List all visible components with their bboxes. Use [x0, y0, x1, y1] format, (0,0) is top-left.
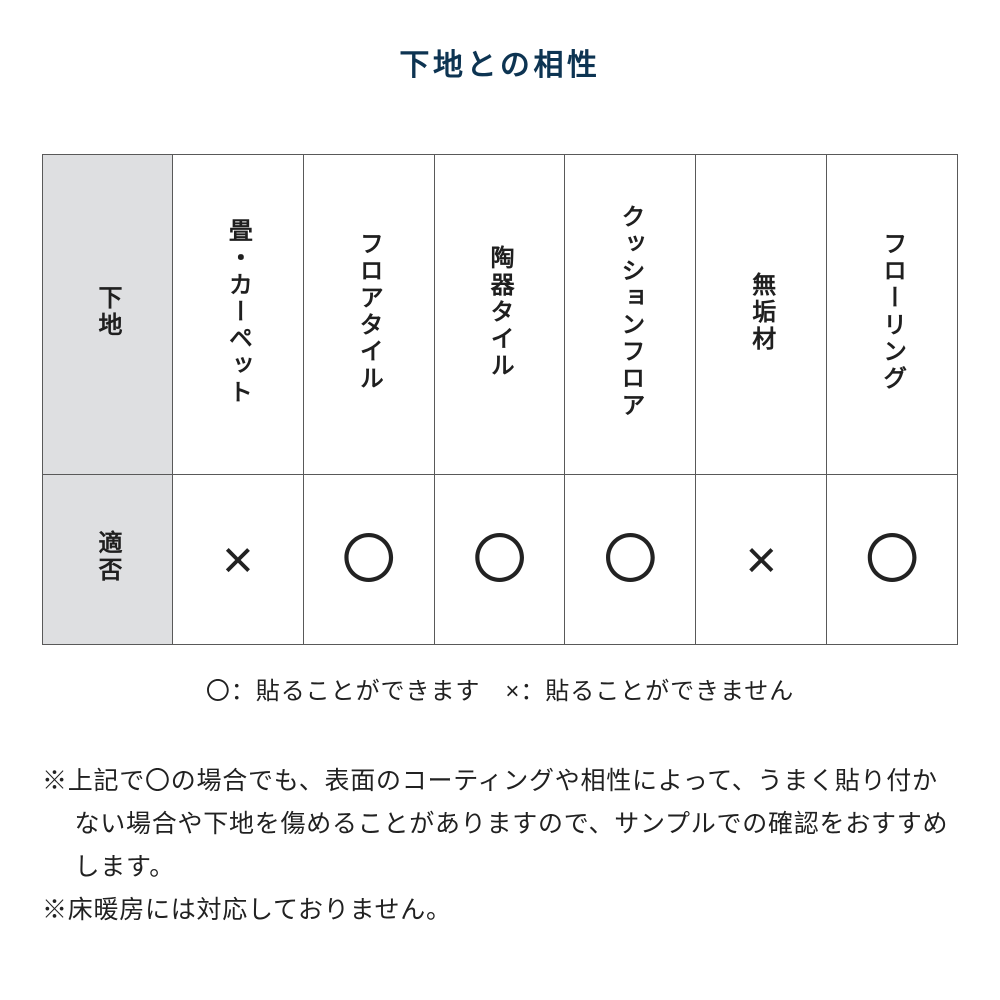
column-label: 無垢材	[744, 272, 779, 353]
page-title: 下地との相性	[42, 40, 958, 84]
symbol: 〇	[603, 530, 657, 590]
table-value-row: 適否 × 〇 〇 〇 × 〇	[43, 475, 958, 645]
column-label: 陶器タイル	[482, 245, 517, 379]
note-item: ※上記で〇の場合でも、表面のコーティングや相性によって、うまく貼り付かない場合や…	[42, 760, 958, 889]
value-cell: 〇	[434, 475, 565, 645]
column-header: 陶器タイル	[434, 155, 565, 475]
row-header-label: 下地	[90, 285, 125, 339]
column-header: フロアタイル	[303, 155, 434, 475]
column-header: クッションフロア	[565, 155, 696, 475]
value-cell: 〇	[303, 475, 434, 645]
value-cell: ×	[173, 475, 304, 645]
column-label: フローリング	[875, 231, 910, 392]
notes-section: ※上記で〇の場合でも、表面のコーティングや相性によって、うまく貼り付かない場合や…	[42, 760, 958, 932]
column-label: クッションフロア	[613, 204, 648, 419]
table-header-row: 下地 畳・カーペット フロアタイル 陶器タイル クッションフロア 無垢材 フロー…	[43, 155, 958, 475]
value-cell: 〇	[565, 475, 696, 645]
note-item: ※床暖房には対応しておりません。	[42, 889, 958, 932]
legend-text: 〇：貼ることができます ×：貼ることができません	[42, 671, 958, 706]
row-header-suitability: 適否	[43, 475, 173, 645]
compatibility-table: 下地 畳・カーペット フロアタイル 陶器タイル クッションフロア 無垢材 フロー…	[42, 154, 958, 645]
symbol: 〇	[342, 530, 396, 590]
value-cell: 〇	[827, 475, 958, 645]
symbol: 〇	[865, 530, 919, 590]
symbol: ×	[222, 530, 254, 590]
column-header: フローリング	[827, 155, 958, 475]
column-label: 畳・カーペット	[220, 218, 255, 406]
value-cell: ×	[696, 475, 827, 645]
column-header: 無垢材	[696, 155, 827, 475]
column-header: 畳・カーペット	[173, 155, 304, 475]
row-header-label: 適否	[90, 530, 125, 584]
symbol: ×	[745, 530, 777, 590]
row-header-substrate: 下地	[43, 155, 173, 475]
symbol: 〇	[473, 530, 527, 590]
column-label: フロアタイル	[351, 231, 386, 392]
